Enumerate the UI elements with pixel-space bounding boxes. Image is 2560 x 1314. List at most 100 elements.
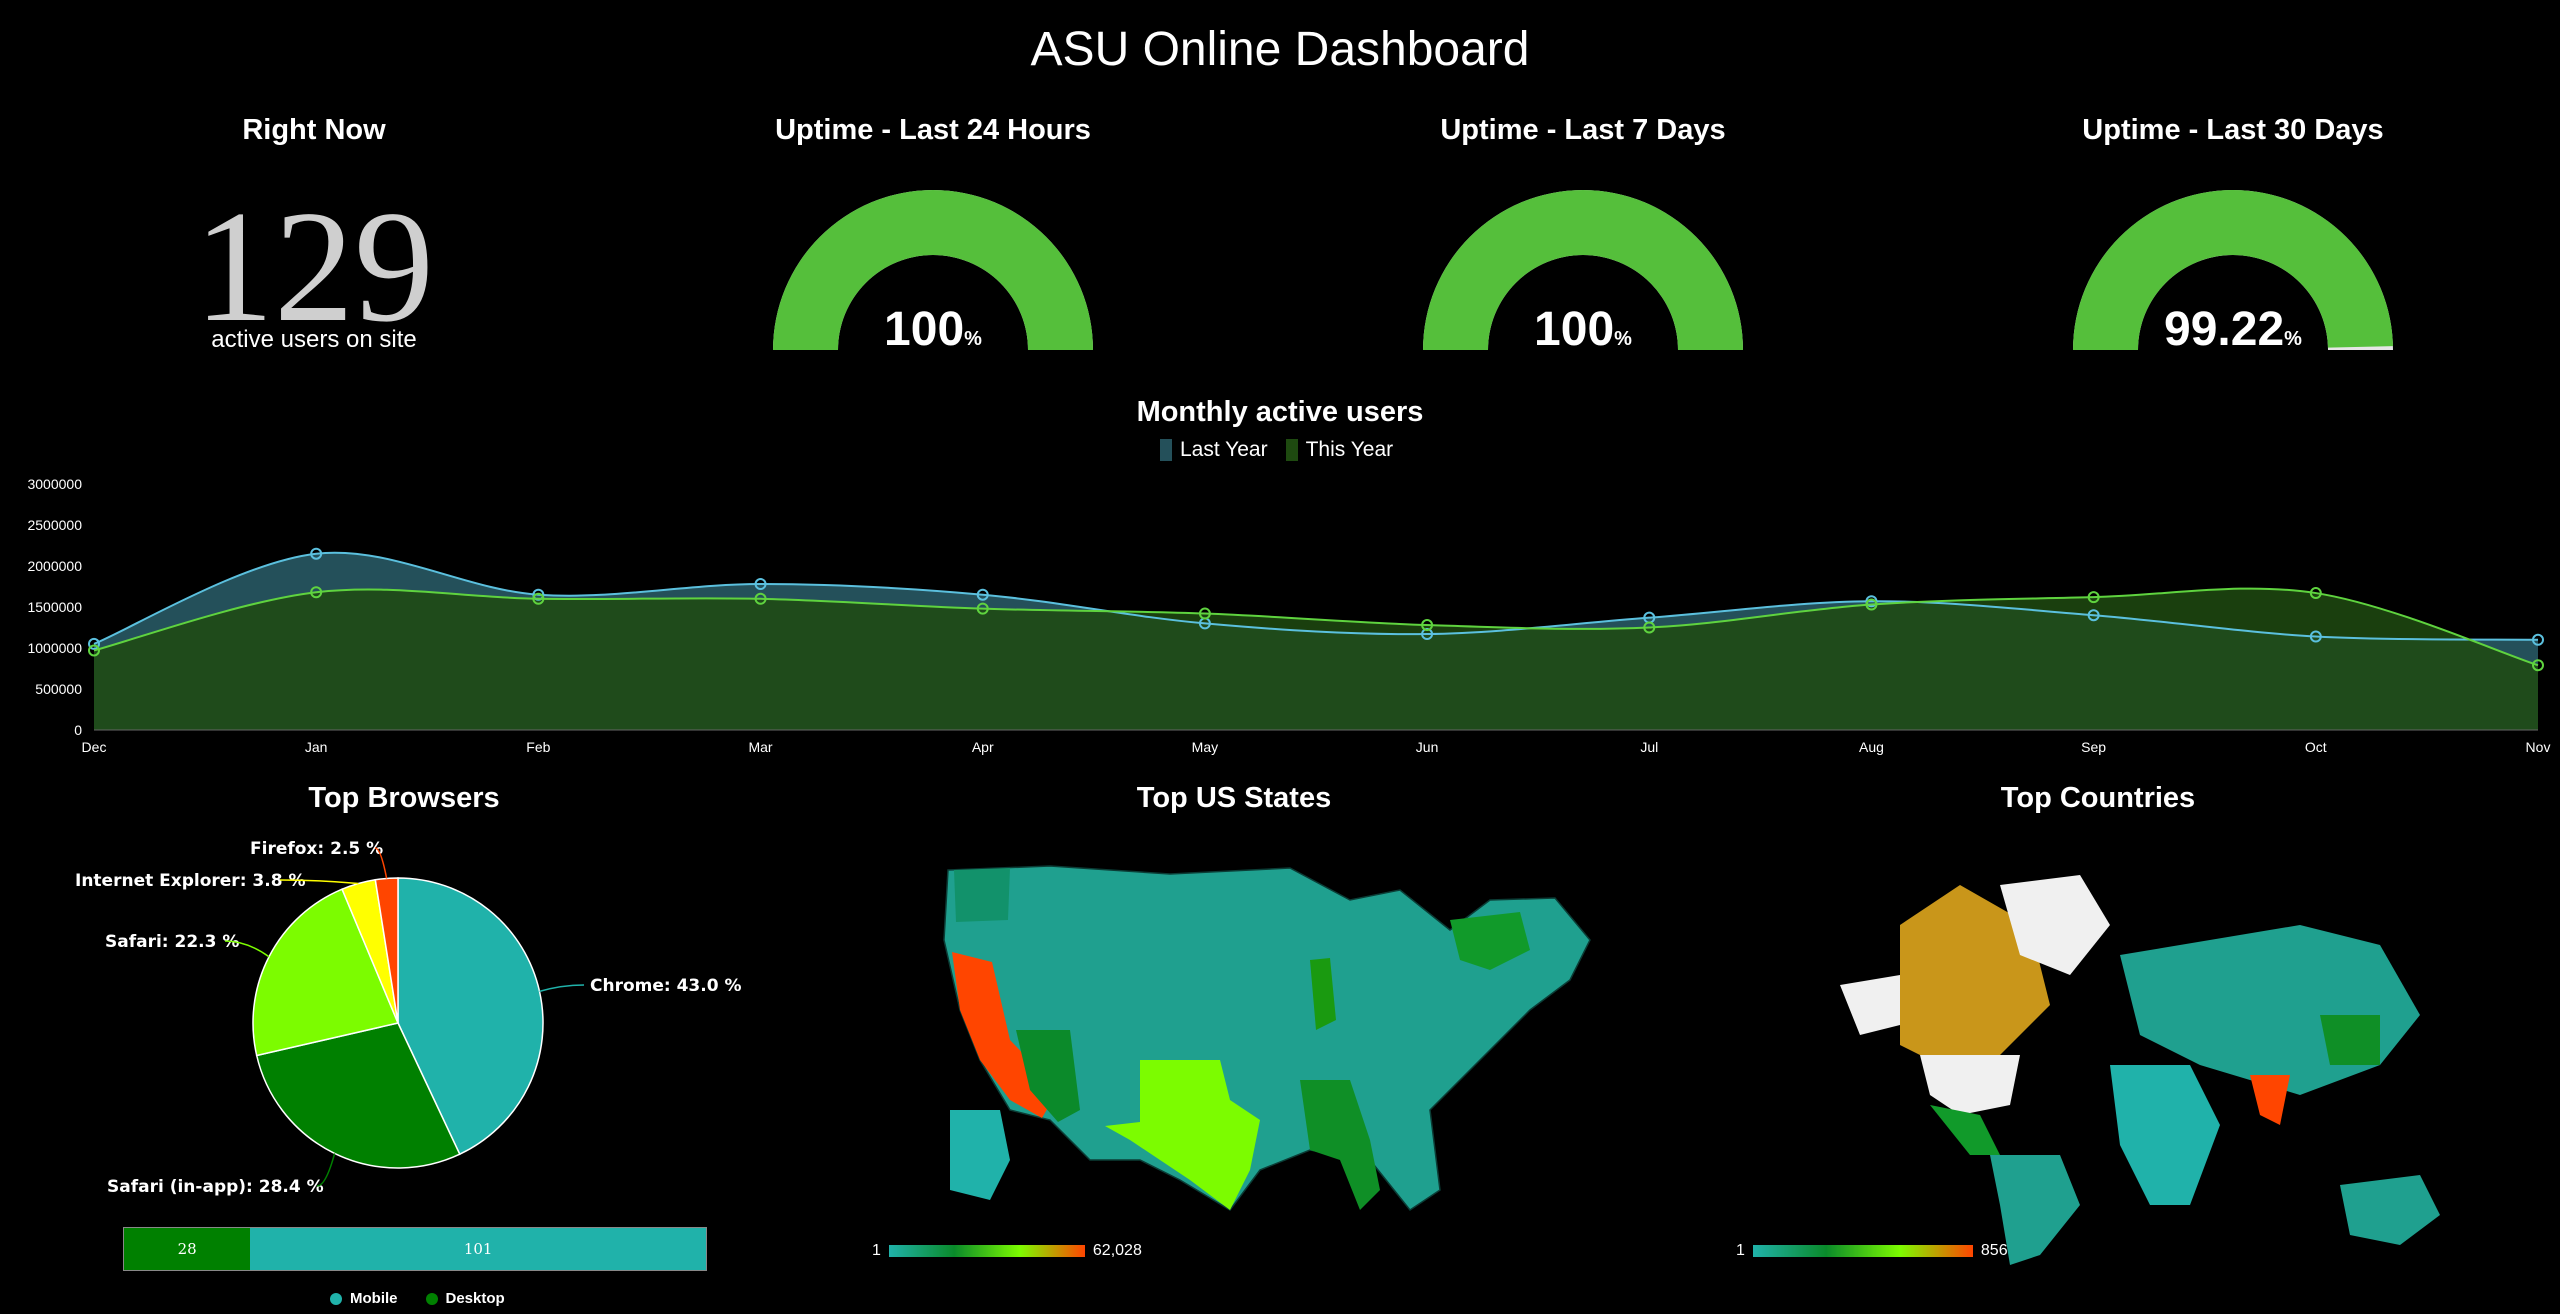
series-1-point-4[interactable] <box>976 602 989 615</box>
series-1-point-5[interactable] <box>1198 607 1211 620</box>
top-countries-title: Top Countries <box>2000 782 2196 814</box>
country-south-america-shape <box>1990 1155 2080 1265</box>
country-usa-shape <box>1920 1055 2020 1115</box>
x-tick-label-4: Apr <box>972 739 994 755</box>
legend-label-last-year: Last Year <box>1180 438 1268 461</box>
desktop-bar-segment[interactable]: 28 <box>124 1228 251 1270</box>
mobile-dot-icon <box>330 1292 342 1305</box>
gauge-number-0: 100 <box>884 303 965 356</box>
us-mainland-shape <box>943 865 1591 1212</box>
series-line-0 <box>93 551 2539 645</box>
series-1-point-7[interactable] <box>1643 621 1656 634</box>
country-australia-shape <box>2340 1175 2440 1245</box>
series-1-point-3[interactable] <box>754 592 767 605</box>
top-us-states-title: Top US States <box>1136 782 1332 814</box>
dashboard-title: ASU Online Dashboard <box>1030 23 1530 76</box>
state-arizona-shape <box>1016 1030 1080 1122</box>
gauge-title-2: Uptime - Last 30 Days <box>2082 114 2384 146</box>
series-0-point-4[interactable] <box>976 588 989 601</box>
series-1-point-6[interactable] <box>1421 619 1434 632</box>
legend-item-mobile[interactable]: Mobile <box>330 1290 398 1307</box>
pie-label-2: Safari: 22.3 % <box>105 932 239 952</box>
desktop-dot-icon <box>425 1292 438 1305</box>
x-tick-label-7: Jul <box>1640 739 1658 755</box>
series-0-point-3[interactable] <box>754 578 767 591</box>
country-greenland-shape <box>2000 875 2110 975</box>
y-tick-label-2: 1000000 <box>27 640 82 656</box>
state-florida-shape <box>1300 1080 1380 1210</box>
pie-label-3: Internet Explorer: 3.8 % <box>75 871 305 891</box>
gauge-title-1: Uptime - Last 7 Days <box>1440 114 1726 146</box>
series-1-point-1[interactable] <box>310 586 323 599</box>
active-users-caption: active users on site <box>211 326 417 353</box>
countries-scale-max: 856 <box>1980 1242 2008 1259</box>
legend-label-mobile: Mobile <box>350 1290 398 1307</box>
x-tick-label-8: Aug <box>1859 739 1884 755</box>
series-0-point-1[interactable] <box>310 547 323 560</box>
top-browsers-title: Top Browsers <box>308 782 500 814</box>
x-tick-label-2: Feb <box>526 739 550 755</box>
series-line-1 <box>93 587 2539 667</box>
country-canada-shape <box>1900 885 2050 1065</box>
gauge-value-2: 99.22% <box>2033 302 2433 357</box>
pie-connector-0 <box>539 984 585 993</box>
legend-item-this-year[interactable]: This Year <box>1285 438 1393 462</box>
legend-item-last-year[interactable]: Last Year <box>1160 438 1268 462</box>
y-tick-label-4: 2000000 <box>27 558 82 574</box>
x-tick-label-5: May <box>1192 739 1218 755</box>
y-tick-label-0: 0 <box>74 722 82 738</box>
countries-scale: 1 856 <box>1736 1242 2008 1260</box>
series-1-point-2[interactable] <box>532 592 545 605</box>
legend-item-desktop[interactable]: Desktop <box>425 1290 505 1307</box>
series-0-point-9[interactable] <box>2087 609 2100 622</box>
x-tick-label-11: Nov <box>2526 739 2551 755</box>
y-tick-label-1: 500000 <box>35 681 82 697</box>
series-0-point-0[interactable] <box>88 637 100 650</box>
monthly-chart-title: Monthly active users <box>1136 396 1424 428</box>
pie-connector-4 <box>374 847 388 879</box>
series-0-point-10[interactable] <box>2309 630 2322 643</box>
monthly-active-users-chart: 0 500000 1000000 1500000 2000000 2500000 30000… <box>27 476 2551 755</box>
us-states-map[interactable] <box>930 860 1610 1220</box>
country-india-shape <box>2250 1075 2290 1125</box>
mobile-bar-label: 101 <box>463 1240 493 1258</box>
legend-swatch-this-year <box>1285 439 1298 461</box>
world-countries-map[interactable] <box>1820 865 2470 1275</box>
us-scale-gradient <box>888 1245 1085 1257</box>
x-tick-label-1: Jan <box>305 739 328 755</box>
gauge-fill-1 <box>1423 189 1743 350</box>
series-0-point-11[interactable] <box>2532 633 2544 646</box>
pie-slice-2[interactable] <box>252 888 400 1057</box>
x-tick-label-6: Jun <box>1416 739 1439 755</box>
device-legend: Mobile Desktop <box>330 1290 505 1307</box>
country-alaska-shape <box>1840 975 1900 1035</box>
pie-slice-1[interactable] <box>255 1022 461 1169</box>
pie-connector-1 <box>316 1153 336 1187</box>
series-1-point-0[interactable] <box>88 644 100 657</box>
uptime-gauge-0 <box>773 189 1093 350</box>
gauge-value-1: 100% <box>1383 302 1783 357</box>
gauge-number-1: 100 <box>1534 303 1615 356</box>
gauge-number-2: 99.22 <box>2164 303 2285 356</box>
y-tick-label-5: 2500000 <box>27 517 82 533</box>
gauge-value-0: 100% <box>733 302 1133 357</box>
mobile-bar-segment[interactable]: 101 <box>250 1228 706 1270</box>
series-1-point-10[interactable] <box>2309 587 2322 600</box>
pie-connector-3 <box>279 879 359 885</box>
state-washington-shape <box>954 868 1010 922</box>
series-1-point-11[interactable] <box>2532 659 2544 672</box>
state-alaska-shape <box>950 1110 1010 1200</box>
legend-swatch-last-year <box>1160 439 1172 461</box>
pie-connector-2 <box>224 940 270 958</box>
monthly-chart-legend: Last Year This Year <box>1160 438 1393 462</box>
us-scale-max: 62,028 <box>1092 1242 1142 1259</box>
country-mexico-shape <box>1930 1105 2000 1155</box>
countries-scale-min: 1 <box>1736 1242 1745 1259</box>
active-users-count: 129 <box>194 177 434 355</box>
gauge-fill-0 <box>773 189 1093 350</box>
pie-slice-4[interactable] <box>374 877 399 1024</box>
series-1-point-8[interactable] <box>1865 598 1878 611</box>
series-1-point-9[interactable] <box>2087 591 2100 604</box>
pie-label-0: Chrome: 43.0 % <box>590 976 742 996</box>
uptime-gauge-1 <box>1423 189 1743 350</box>
